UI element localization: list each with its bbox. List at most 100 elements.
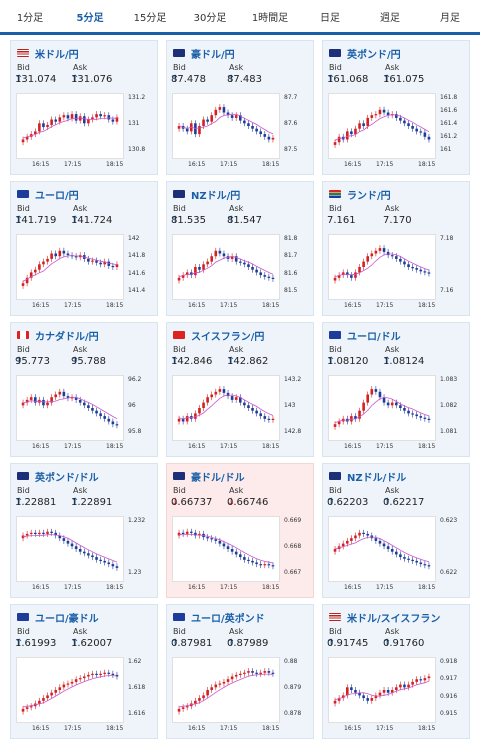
rate-card[interactable]: NZドル/ドル Bid Ask ↑ 0.62203 ↑ 0.62217 0.62… [322,463,470,598]
card-header[interactable]: ユーロ/円 [17,187,79,202]
pair-name[interactable]: NZドル/円 [191,190,241,202]
candle [95,114,98,118]
pair-name[interactable]: 米ドル/円 [35,49,79,61]
card-header[interactable]: スイスフラン/円 [173,328,265,343]
rate-card[interactable]: 英ポンド/ドル Bid Ask ↑ 1.22881 ↑ 1.22891 1.23… [10,463,158,598]
mini-candle-chart[interactable]: 0.918 0.917 0.916 0.915 16:15 17:15 18:15 [328,657,466,734]
mini-candle-chart[interactable]: 87.7 87.6 87.5 16:15 17:15 18:15 [172,93,310,170]
moving-average-line [334,253,430,278]
card-header[interactable]: 豪ドル/ドル [173,469,245,484]
rate-card[interactable]: ユーロ/英ポンド Bid Ask ↑ 0.87981 ↑ 0.87989 0.8… [166,604,314,739]
card-header[interactable]: 米ドル/円 [17,46,79,61]
rate-card[interactable]: 米ドル/スイスフラン Bid Ask ↑ 0.91745 ↑ 0.91760 0… [322,604,470,739]
card-header[interactable]: ユーロ/豪ドル [17,610,99,625]
mini-candle-chart[interactable]: 96.2 96 95.8 16:15 17:15 18:15 [16,375,154,452]
card-header[interactable]: NZドル/ドル [329,469,407,484]
y-tick-label: 161.6 [440,107,458,114]
tab-8[interactable]: 月足 [440,12,460,24]
ask-label: Ask [229,204,244,213]
tab-6[interactable]: 日足 [320,12,340,24]
rate-card[interactable]: 豪ドル/ドル Bid Ask ↓ 0.66737 ↓ 0.66746 0.669… [166,463,314,598]
mini-candle-chart[interactable]: 1.232 1.23 16:15 17:15 18:15 [16,516,154,593]
tab-2[interactable]: 5分足 [60,0,120,35]
mini-candle-chart[interactable]: 143.2 143 142.8 16:15 17:15 18:15 [172,375,310,452]
mini-candle-chart[interactable]: 0.669 0.668 0.667 16:15 17:15 18:15 [172,516,310,593]
pair-name[interactable]: 米ドル/スイスフラン [347,613,441,625]
rate-card[interactable]: ユーロ/ドル Bid Ask ↑ 1.08120 ↑ 1.08124 1.083… [322,322,470,457]
pair-name[interactable]: 豪ドル/円 [191,49,235,61]
mini-candle-chart[interactable]: 81.8 81.7 81.6 81.5 16:15 17:15 18:15 [172,234,310,311]
rate-card[interactable]: カナダドル/円 Bid Ask ↑ 95.773 ↑ 95.788 96.2 96… [10,322,158,457]
card-header[interactable]: 米ドル/スイスフラン [329,610,441,625]
card-header[interactable]: NZドル/円 [173,187,241,202]
mini-candle-chart[interactable]: 142 141.8 141.6 141.4 16:15 17:15 18:15 [16,234,154,311]
card-header[interactable]: カナダドル/円 [17,328,99,343]
candle [362,402,365,411]
mini-candle-chart[interactable]: 161.8 161.6 161.4 161.2 161 16:15 17:15 18:15 [328,93,466,170]
rate-card[interactable]: スイスフラン/円 Bid Ask ↑ 142.846 ↑ 142.862 143… [166,322,314,457]
card-header[interactable]: 豪ドル/円 [173,46,235,61]
pair-name[interactable]: カナダドル/円 [35,331,99,343]
pair-name[interactable]: 英ポンド/ドル [35,472,99,484]
y-tick-label: 81.5 [284,287,298,294]
tab-3[interactable]: 15分足 [133,12,167,24]
candle [218,540,222,544]
card-header[interactable]: ランド/円 [329,187,391,202]
rate-card[interactable]: ランド/円 Bid Ask 7.161 7.170 7.18 7.16 16:15 1… [322,181,470,316]
direction-arrow-icon: ↓ [227,497,236,508]
card-header[interactable]: 英ポンド/ドル [17,469,99,484]
candle [238,115,242,121]
rate-card[interactable]: 豪ドル/円 Bid Ask ↑ 87.478 ↑ 87.483 87.7 87.6… [166,40,314,175]
candle [226,679,230,682]
moving-average-line [22,534,118,563]
pair-name[interactable]: ユーロ/円 [35,190,79,202]
candle [181,707,185,709]
mini-candle-chart[interactable]: 1.62 1.618 1.616 16:15 17:15 18:15 [16,657,154,734]
pair-name[interactable]: 英ポンド/円 [347,49,401,61]
candle [198,126,201,135]
tab-5[interactable]: 1時間足 [251,12,289,24]
mini-candle-chart[interactable]: 0.88 0.879 0.878 16:15 17:15 18:15 [172,657,310,734]
candle [358,692,361,696]
pair-name[interactable]: NZドル/ドル [347,472,407,484]
rate-card[interactable]: 英ポンド/円 Bid Ask ↑ 161.068 ↑ 161.075 161.8… [322,40,470,175]
candle [255,672,258,674]
rate-card[interactable]: 米ドル/円 Bid Ask ↑ 131.074 ↑ 131.076 131.2 1… [10,40,158,175]
card-header[interactable]: 英ポンド/円 [329,46,401,61]
pair-name[interactable]: スイスフラン/円 [191,331,265,343]
bid-label: Bid [329,63,342,72]
tab-4[interactable]: 30分足 [193,12,227,24]
candle [107,115,111,120]
card-header[interactable]: ユーロ/ドル [329,328,401,343]
candle [382,690,386,693]
candle [82,116,86,124]
bid-value: 1.08120 [327,356,369,367]
x-tick-label: 16:15 [32,443,50,450]
mini-candle-chart[interactable]: 0.623 0.622 16:15 17:15 18:15 [328,516,466,593]
mini-candle-chart[interactable]: 7.18 7.16 16:15 17:15 18:15 [328,234,466,311]
card-header[interactable]: ユーロ/英ポンド [173,610,265,625]
pair-name[interactable]: 豪ドル/ドル [191,472,245,484]
mini-candle-chart[interactable]: 1.083 1.082 1.081 16:15 17:15 18:15 [328,375,466,452]
ask-value: 161.075 [383,74,425,85]
pair-name[interactable]: ユーロ/英ポンド [191,613,265,625]
tab-1[interactable]: 1分足 [16,12,44,24]
rate-card[interactable]: ユーロ/円 Bid Ask ↑ 141.719 ↑ 141.724 142 141… [10,181,158,316]
candle [115,117,119,122]
candle [378,248,382,251]
rate-card[interactable]: NZドル/円 Bid Ask ↑ 81.535 ↑ 81.547 81.8 81.… [166,181,314,316]
mini-candle-chart[interactable]: 131.2 131 130.8 16:15 17:15 18:15 [16,93,154,170]
candle [103,416,107,419]
candle [386,112,390,116]
ask-label: Ask [229,345,244,354]
candle [234,674,238,677]
pair-name[interactable]: ユーロ/ドル [347,331,401,343]
pair-name[interactable]: ランド/円 [347,190,391,202]
tab-7[interactable]: 週足 [380,12,400,24]
candle [370,698,374,701]
candle [411,126,414,129]
candle [350,416,353,422]
rate-card[interactable]: ユーロ/豪ドル Bid Ask ↑ 1.61993 ↑ 1.62007 1.62… [10,604,158,739]
y-tick-label: 131.2 [128,94,146,101]
pair-name[interactable]: ユーロ/豪ドル [35,613,99,625]
